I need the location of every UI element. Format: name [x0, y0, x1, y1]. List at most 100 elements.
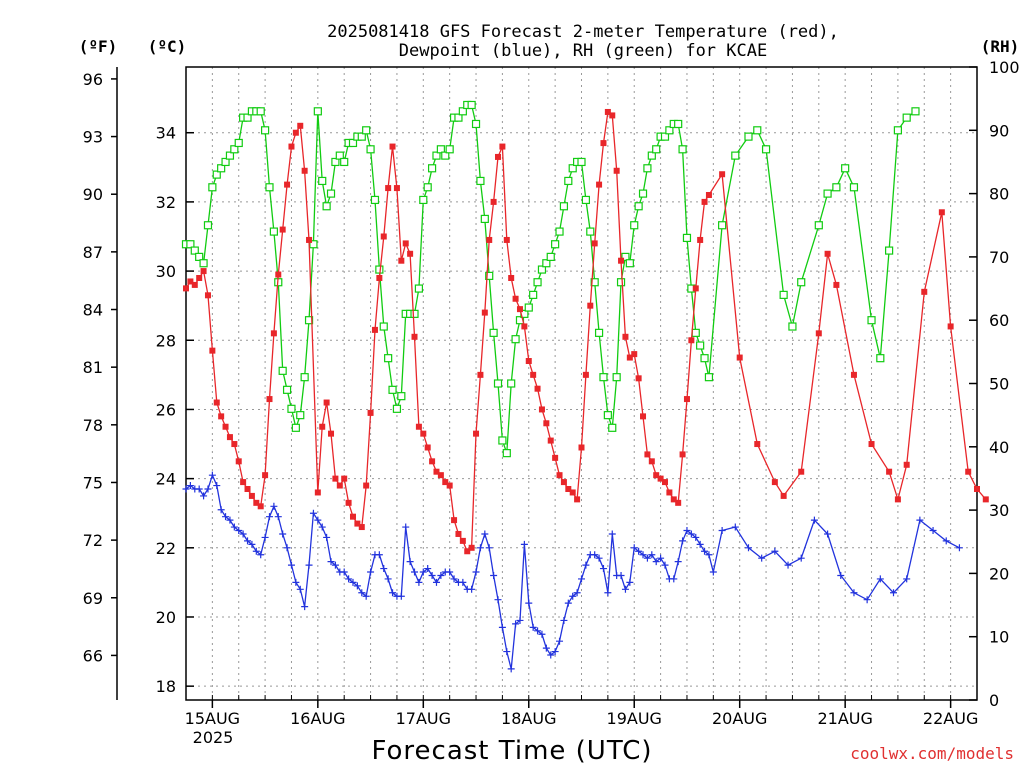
x-tick-label: 18AUG	[501, 709, 556, 728]
temperature-point	[798, 468, 805, 475]
dewpoint-point	[476, 544, 484, 552]
dewpoint-point	[534, 627, 542, 635]
temperature-point	[279, 226, 286, 233]
dewpoint-point	[701, 547, 709, 555]
temperature-point	[683, 396, 690, 403]
temperature-point	[473, 430, 480, 437]
temperature-point	[187, 278, 194, 285]
rh-point	[638, 189, 648, 198]
temperature-point	[921, 288, 928, 295]
dewpoint-point	[824, 530, 832, 538]
rh-point	[348, 138, 358, 148]
fahrenheit-tick-label: 69	[83, 589, 103, 608]
temperature-point	[543, 420, 550, 427]
temperature-point	[284, 181, 291, 188]
dewpoint-point	[204, 485, 212, 493]
rh-point	[388, 385, 397, 394]
temperature-point	[982, 496, 989, 503]
rh-point	[594, 328, 604, 337]
dewpoint-point	[542, 644, 550, 652]
dewpoint-point	[318, 523, 326, 531]
temperature-point	[512, 295, 519, 302]
temperature-point	[244, 486, 251, 492]
dewpoint-point	[490, 571, 498, 579]
dewpoint-point	[305, 561, 313, 569]
dewpoint-point	[301, 603, 309, 611]
celsius-tick-label: 22	[156, 539, 176, 558]
rh-point	[665, 126, 674, 135]
dewpoint-point	[309, 509, 317, 517]
rh-point	[616, 278, 626, 287]
dewpoint-point	[525, 599, 533, 607]
dewpoint-point	[582, 561, 590, 569]
dewpoint-point	[850, 589, 858, 597]
dewpoint-point	[265, 513, 273, 521]
dewpoint-point	[578, 575, 585, 583]
dewpoint-point	[564, 599, 572, 607]
rh-tick-label: 70	[989, 248, 1009, 267]
rh-point	[427, 164, 437, 173]
temperature-point	[552, 454, 559, 461]
dewpoint-point	[617, 571, 625, 579]
rh-point	[423, 183, 432, 192]
temperature-point	[393, 185, 400, 192]
rh-point	[498, 436, 507, 445]
dewpoint-point	[283, 544, 291, 552]
temperature-point	[209, 347, 216, 354]
temperature-point	[257, 503, 264, 510]
celsius-tick-label: 30	[156, 262, 176, 281]
rh-point	[221, 157, 230, 167]
rh-point	[441, 151, 450, 160]
dewpoint-point	[323, 533, 331, 541]
rh-point	[414, 284, 424, 293]
temperature-point	[697, 236, 704, 243]
rh-point	[893, 126, 903, 135]
rh-point	[753, 126, 762, 135]
rh-point	[542, 259, 551, 268]
dewpoint-point	[507, 665, 515, 673]
temperature-point	[538, 406, 545, 413]
rh-point	[551, 240, 560, 249]
temperature-point	[213, 399, 220, 406]
temperature-point	[323, 399, 330, 406]
dewpoint-point	[635, 547, 643, 555]
temperature-point	[609, 112, 616, 119]
rh-point	[586, 227, 595, 236]
temperature-point	[204, 292, 211, 299]
temperature-point	[635, 375, 642, 382]
dewpoint-point	[876, 575, 884, 583]
series-rh	[181, 100, 920, 458]
dewpoint-point	[327, 558, 335, 566]
dewpoint-point	[415, 578, 423, 586]
dewpoint-point	[942, 537, 950, 545]
dewpoint-point	[287, 561, 295, 569]
temperature-point	[240, 479, 247, 486]
rh-point	[331, 157, 340, 167]
tick-labels: 18 20 22 24 26 28 30 32 34 66 69 72 75 78 81 84 87 90 93 96…	[83, 58, 1020, 728]
rh-point	[704, 373, 714, 382]
temperature-point	[398, 257, 405, 264]
dewpoint-point	[411, 568, 419, 576]
dewpoint-point	[687, 530, 695, 538]
rh-point	[375, 265, 384, 274]
rh-point	[384, 354, 393, 363]
dewpoint-point	[239, 530, 247, 538]
temperature-point	[679, 451, 686, 458]
dewpoint-point	[406, 558, 414, 566]
dewpoint-point	[235, 527, 243, 535]
dewpoint-point	[516, 616, 524, 624]
dewpoint-point	[292, 578, 300, 586]
temperature-point	[341, 475, 348, 482]
temperature-point	[521, 323, 528, 330]
temperature-point	[556, 472, 563, 479]
dewpoint-point	[331, 561, 339, 569]
dewpoint-point	[683, 527, 691, 535]
series-temperature	[183, 108, 989, 555]
temperature-point	[640, 413, 647, 420]
temperature-point	[666, 489, 673, 496]
rh-unit-label: (RH)	[981, 37, 1020, 56]
temperature-point	[565, 486, 572, 492]
dewpoint-point	[450, 575, 458, 583]
rh-point	[652, 145, 661, 154]
rh-point	[489, 328, 498, 337]
